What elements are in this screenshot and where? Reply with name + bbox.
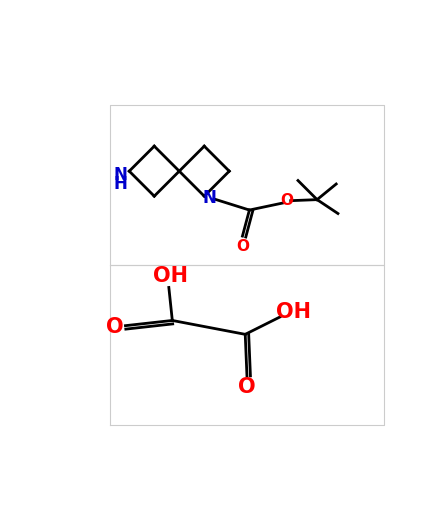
Text: OH: OH xyxy=(276,302,310,322)
Text: N: N xyxy=(202,189,216,207)
Text: N: N xyxy=(114,166,128,184)
Text: H: H xyxy=(114,175,128,193)
Text: O: O xyxy=(106,317,124,337)
Text: OH: OH xyxy=(153,266,188,286)
Text: O: O xyxy=(236,239,249,254)
Text: O: O xyxy=(280,193,293,208)
Text: O: O xyxy=(238,378,256,398)
